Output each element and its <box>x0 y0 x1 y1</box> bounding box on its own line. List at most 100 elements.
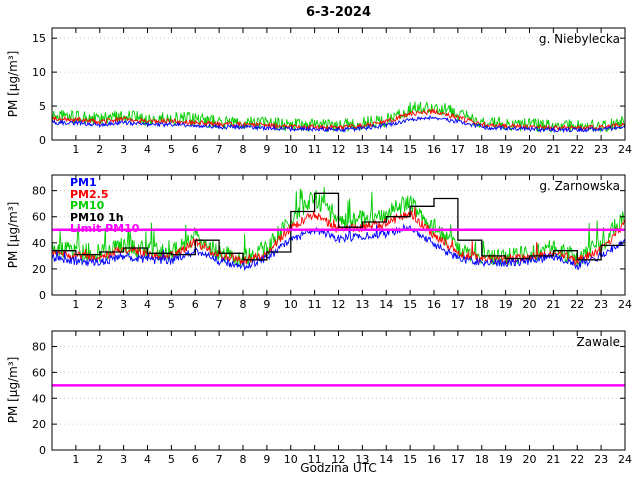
svg-text:1: 1 <box>72 143 79 156</box>
svg-text:3: 3 <box>120 298 127 311</box>
svg-text:16: 16 <box>427 453 441 466</box>
svg-text:15: 15 <box>403 143 417 156</box>
svg-text:11: 11 <box>308 298 322 311</box>
svg-text:60: 60 <box>32 211 46 224</box>
legend-item-limit-pm10: Limit PM10 <box>70 222 140 235</box>
svg-text:7: 7 <box>216 453 223 466</box>
svg-text:14: 14 <box>379 298 393 311</box>
svg-text:9: 9 <box>263 298 270 311</box>
svg-text:5: 5 <box>39 100 46 113</box>
svg-text:20: 20 <box>523 143 537 156</box>
svg-text:17: 17 <box>451 143 465 156</box>
svg-text:4: 4 <box>144 298 151 311</box>
svg-text:6: 6 <box>192 453 199 466</box>
x-axis-ticks: 1 2 3 4 5 6 7 8 9 10 11 12 13 14 15 16 17 18 19 20 21 22 23 24 <box>72 331 632 466</box>
svg-text:20: 20 <box>32 418 46 431</box>
svg-text:11: 11 <box>308 143 322 156</box>
svg-text:20: 20 <box>523 298 537 311</box>
svg-text:80: 80 <box>32 185 46 198</box>
svg-text:10: 10 <box>284 298 298 311</box>
station-label-niebylecka: g. Niebylecka <box>538 32 620 46</box>
svg-text:10: 10 <box>32 66 46 79</box>
svg-text:23: 23 <box>594 298 608 311</box>
svg-text:40: 40 <box>32 392 46 405</box>
x-axis-ticks: 1 2 3 4 5 6 7 8 9 10 11 12 13 14 15 16 17 18 19 20 21 22 23 24 <box>72 175 632 311</box>
svg-text:12: 12 <box>332 453 346 466</box>
svg-text:6: 6 <box>192 143 199 156</box>
svg-text:9: 9 <box>263 453 270 466</box>
svg-text:24: 24 <box>618 143 632 156</box>
panel-1: 1 2 3 4 5 6 7 8 9 10 11 12 13 14 15 16 17 18 19 20 21 22 23 240… <box>32 174 632 311</box>
svg-text:13: 13 <box>355 453 369 466</box>
svg-text:4: 4 <box>144 143 151 156</box>
svg-text:1: 1 <box>72 298 79 311</box>
svg-text:19: 19 <box>499 298 513 311</box>
svg-text:12: 12 <box>332 298 346 311</box>
svg-text:1: 1 <box>72 453 79 466</box>
svg-text:2: 2 <box>96 143 103 156</box>
panel-0: 1 2 3 4 5 6 7 8 9 10 11 12 13 14 15 16 17 18 19 20 21 22 23 240… <box>32 27 632 156</box>
svg-text:4: 4 <box>144 453 151 466</box>
svg-text:17: 17 <box>451 298 465 311</box>
svg-text:22: 22 <box>570 143 584 156</box>
svg-text:8: 8 <box>240 298 247 311</box>
legend-item-pm10: PM10 <box>70 199 105 212</box>
svg-text:15: 15 <box>403 298 417 311</box>
svg-text:19: 19 <box>499 453 513 466</box>
x-axis-ticks: 1 2 3 4 5 6 7 8 9 10 11 12 13 14 15 16 17 18 19 20 21 22 23 24 <box>72 28 632 156</box>
svg-text:16: 16 <box>427 298 441 311</box>
svg-text:14: 14 <box>379 453 393 466</box>
y-axis-label-panel2: PM [µg/m³] <box>6 201 20 269</box>
svg-text:9: 9 <box>263 143 270 156</box>
svg-text:17: 17 <box>451 453 465 466</box>
svg-text:8: 8 <box>240 453 247 466</box>
svg-text:14: 14 <box>379 143 393 156</box>
svg-text:7: 7 <box>216 143 223 156</box>
svg-text:0: 0 <box>39 134 46 147</box>
svg-text:2: 2 <box>96 453 103 466</box>
svg-text:5: 5 <box>168 298 175 311</box>
svg-text:18: 18 <box>475 298 489 311</box>
svg-text:18: 18 <box>475 453 489 466</box>
svg-text:18: 18 <box>475 143 489 156</box>
y-axis-label-panel1: PM [µg/m³] <box>6 50 20 118</box>
svg-text:15: 15 <box>403 453 417 466</box>
station-label-zawale: Zawale <box>576 335 620 349</box>
y-axis-label-panel3: PM [µg/m³] <box>6 356 20 424</box>
svg-text:21: 21 <box>546 453 560 466</box>
panel-2: 1 2 3 4 5 6 7 8 9 10 11 12 13 14 15 16 17 18 19 20 21 22 23 240… <box>32 330 632 466</box>
station-label-zarnowska: g. Zarnowska <box>539 179 620 193</box>
legend-item-pm1: PM1 <box>70 176 97 189</box>
series-pm1 <box>52 114 625 134</box>
svg-text:60: 60 <box>32 366 46 379</box>
svg-text:5: 5 <box>168 453 175 466</box>
svg-text:2: 2 <box>96 298 103 311</box>
legend-item-pm25: PM2.5 <box>70 187 109 201</box>
svg-text:13: 13 <box>355 298 369 311</box>
y-axis-ticks: 0 5 10 15 <box>32 32 625 147</box>
svg-text:24: 24 <box>618 298 632 311</box>
svg-text:22: 22 <box>570 298 584 311</box>
svg-text:23: 23 <box>594 453 608 466</box>
svg-text:20: 20 <box>32 263 46 276</box>
panel-frame <box>51 330 626 451</box>
svg-text:10: 10 <box>284 143 298 156</box>
chart-title: 6-3-2024 <box>305 5 372 20</box>
svg-text:20: 20 <box>523 453 537 466</box>
x-axis-label: Godzina UTC <box>300 461 377 475</box>
svg-text:80: 80 <box>32 341 46 354</box>
svg-text:0: 0 <box>39 444 46 457</box>
svg-text:0: 0 <box>39 289 46 302</box>
svg-text:24: 24 <box>618 453 632 466</box>
series-pm2-5 <box>52 107 625 132</box>
svg-text:19: 19 <box>499 143 513 156</box>
svg-text:21: 21 <box>546 143 560 156</box>
svg-text:22: 22 <box>570 453 584 466</box>
svg-text:3: 3 <box>120 143 127 156</box>
y-axis-ticks: 0 20 40 60 80 <box>32 341 625 457</box>
svg-text:15: 15 <box>32 32 46 45</box>
y-axis-ticks: 0 20 40 60 80 <box>32 185 625 302</box>
svg-text:23: 23 <box>594 143 608 156</box>
